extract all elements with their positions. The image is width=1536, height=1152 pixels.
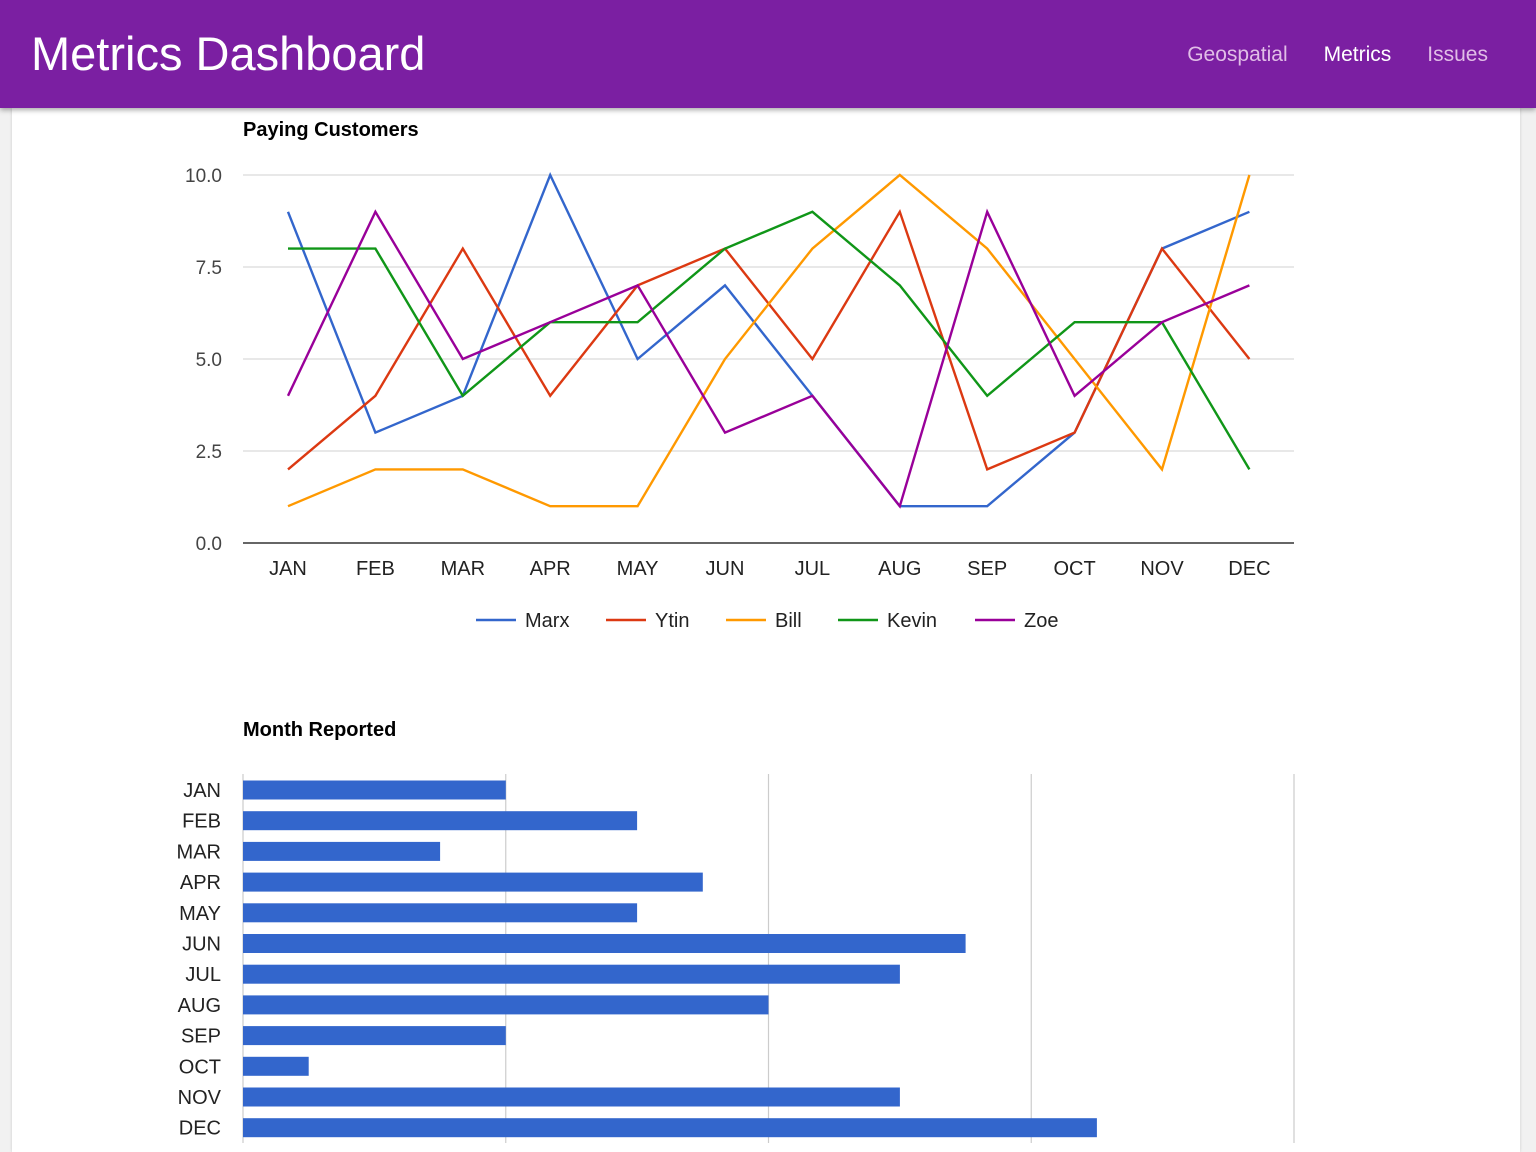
legend-label-marx: Marx xyxy=(525,610,569,632)
legend-label-ytin: Ytin xyxy=(655,610,689,632)
line-chart-x-tick: JUN xyxy=(706,558,745,580)
line-chart-y-tick: 5.0 xyxy=(196,350,222,371)
line-chart-x-tick: FEB xyxy=(356,558,395,580)
bar-jul xyxy=(243,964,900,984)
line-series-marx xyxy=(286,171,1250,508)
bar-chart-y-tick: JUN xyxy=(182,934,221,956)
legend-label-zoe: Zoe xyxy=(1024,610,1058,632)
line-chart-title: Paying Customers xyxy=(243,119,419,141)
top-nav: Geospatial Metrics Issues xyxy=(1187,40,1488,70)
bar-feb xyxy=(243,811,638,831)
bar-chart-y-tick: FEB xyxy=(182,811,221,833)
line-chart-x-tick: SEP xyxy=(967,558,1007,580)
bar-chart-y-tick: MAR xyxy=(177,841,221,863)
line-chart-x-tick: APR xyxy=(530,558,571,580)
line-chart-x-tick: MAR xyxy=(441,558,485,580)
bar-sep xyxy=(243,1026,506,1046)
bar-nov xyxy=(243,1087,900,1107)
nav-link-geospatial[interactable]: Geospatial xyxy=(1187,43,1288,66)
line-chart-x-tick: OCT xyxy=(1053,558,1095,580)
bar-jun xyxy=(243,934,966,953)
line-chart-x-tick: NOV xyxy=(1140,558,1184,580)
bar-chart-y-tick: JUL xyxy=(185,964,221,986)
line-chart-y-tick: 7.5 xyxy=(196,258,222,279)
line-chart-y-tick: 0.0 xyxy=(196,534,222,555)
bar-chart-y-tick: AUG xyxy=(178,995,221,1017)
bar-mar xyxy=(243,841,441,861)
line-series-bill xyxy=(287,173,1251,508)
line-chart-x-tick: MAY xyxy=(617,558,659,580)
line-chart-y-tick: 2.5 xyxy=(196,442,222,463)
line-chart-x-tick: AUG xyxy=(878,558,921,580)
bar-chart-y-tick: OCT xyxy=(179,1056,221,1078)
bar-chart-y-tick: SEP xyxy=(181,1026,221,1048)
nav-link-metrics[interactable]: Metrics xyxy=(1323,43,1392,66)
bar-chart-y-tick: DEC xyxy=(179,1118,221,1140)
bar-chart-y-tick: APR xyxy=(180,872,221,894)
bar-may xyxy=(243,903,638,923)
bar-aug xyxy=(243,995,769,1015)
bar-apr xyxy=(243,872,703,892)
bar-chart-y-tick: MAY xyxy=(179,903,221,925)
line-chart-x-tick: DEC xyxy=(1228,558,1270,580)
nav-link-issues[interactable]: Issues xyxy=(1427,43,1488,66)
legend-label-bill: Bill xyxy=(775,610,802,632)
line-chart-x-tick: JAN xyxy=(269,558,307,580)
bar-chart-y-tick: JAN xyxy=(183,780,221,802)
legend-label-kevin: Kevin xyxy=(887,610,937,632)
line-chart-x-tick: JUL xyxy=(795,558,831,580)
app-title: Metrics Dashboard xyxy=(31,27,426,80)
line-series-kevin xyxy=(288,210,1251,471)
bar-oct xyxy=(243,1056,309,1076)
line-chart-y-tick: 10.0 xyxy=(185,166,222,187)
bar-chart-title: Month Reported xyxy=(243,719,396,741)
line-series-zoe xyxy=(286,208,1250,509)
bar-jan xyxy=(243,780,506,800)
app-bar: Metrics Dashboard Geospatial Metrics Iss… xyxy=(0,0,1536,108)
bar-chart-y-tick: NOV xyxy=(178,1087,222,1109)
bar-dec xyxy=(243,1118,1097,1138)
